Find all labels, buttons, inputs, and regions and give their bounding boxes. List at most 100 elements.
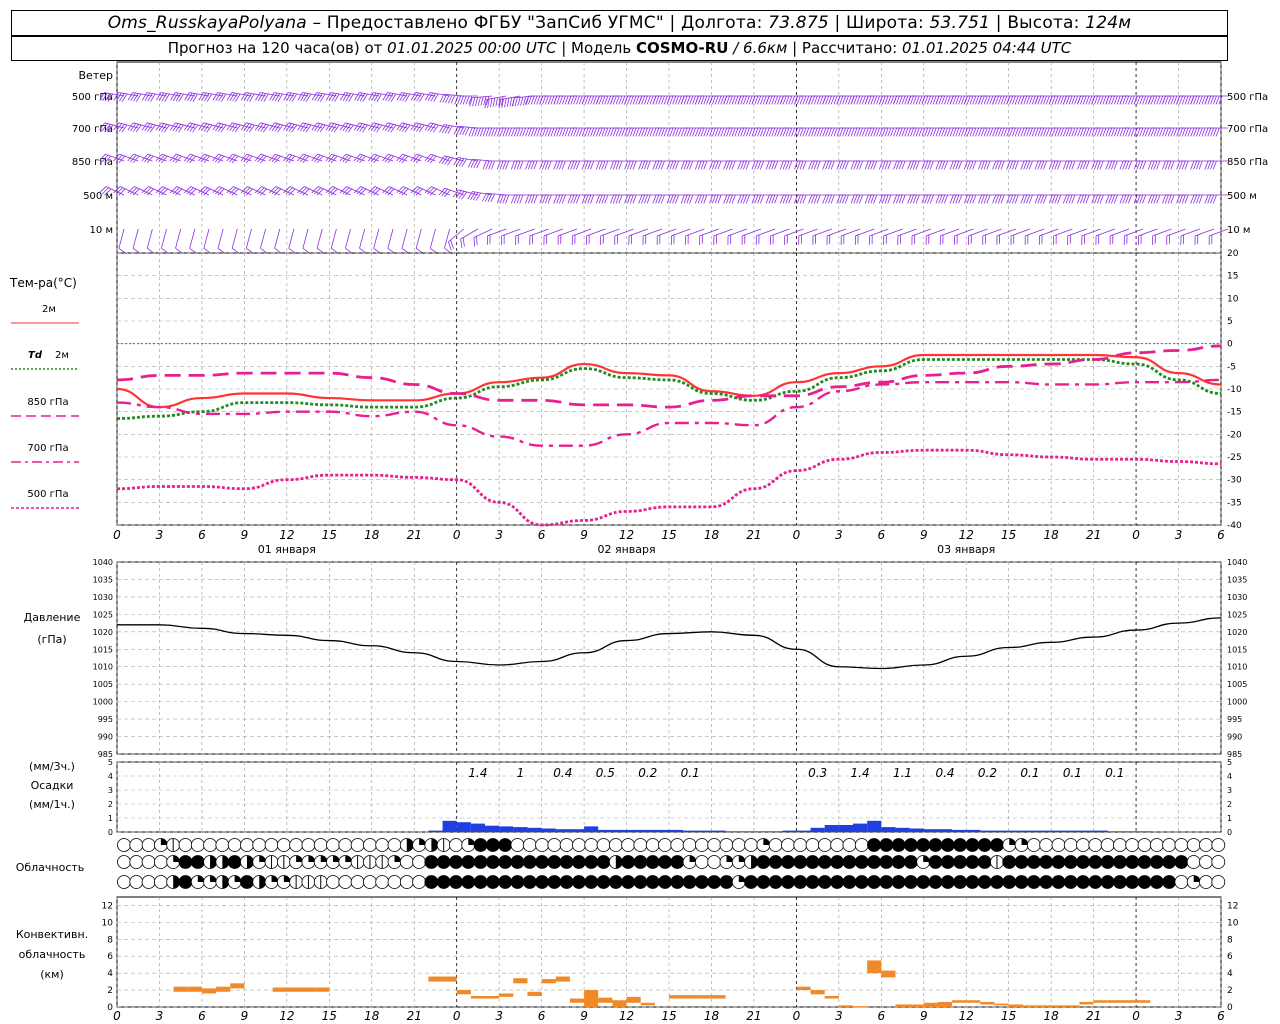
wind-barb-feather <box>918 127 923 137</box>
cloud-circle <box>928 875 943 889</box>
cloud-symbol <box>817 875 832 889</box>
wind-barb-feather <box>104 155 111 164</box>
precip-bar <box>555 829 570 832</box>
temp-title: Тем-ра(°C) <box>9 276 77 290</box>
wind-barb-feather <box>260 155 267 164</box>
wind-barb-feather <box>850 160 855 170</box>
wind-barb-feather <box>652 127 657 137</box>
wind-barb-feather <box>986 194 991 204</box>
wind-barb-feather <box>1210 95 1215 105</box>
cloud-circle <box>1125 855 1140 869</box>
cloud-symbol <box>559 875 574 889</box>
wind-barb-feather <box>1212 127 1217 137</box>
wind-barb-feather <box>587 160 592 170</box>
wind-barb-feather <box>878 127 883 137</box>
wind-barb-feather <box>598 194 603 204</box>
wind-barb-feather <box>1181 127 1186 137</box>
cloud-circle <box>596 875 611 889</box>
wind-barb-feather <box>319 124 326 133</box>
wind-barb-feather <box>1099 160 1104 170</box>
wind-barb-feather <box>226 122 233 131</box>
wind-barb-feather <box>567 194 572 204</box>
wind-barb-staff <box>189 92 210 97</box>
wind-barb-feather <box>441 156 448 165</box>
wind-barb-feather <box>1195 160 1200 170</box>
wind-barb-feather <box>410 92 417 101</box>
wind-barb-feather <box>938 127 943 137</box>
wind-barb-feather <box>655 127 660 137</box>
cloud-symbol <box>522 875 537 889</box>
wind-barb-feather <box>396 186 404 194</box>
wind-barb-feather <box>158 187 166 195</box>
cloud-symbol <box>129 875 144 889</box>
wind-barb-feather <box>573 127 578 137</box>
wind-barb-feather <box>910 194 915 204</box>
wind-barb-feather <box>542 127 547 137</box>
wind-barb-feather <box>1102 95 1107 105</box>
wind-barb-feather <box>955 95 960 105</box>
wind-barb-staff <box>359 122 379 129</box>
precip-bar <box>711 830 726 832</box>
cloud-circle <box>953 838 967 852</box>
wind-barb-feather <box>384 187 392 195</box>
wind-barb-feather <box>544 160 549 170</box>
wind-barb <box>113 122 139 133</box>
temp-xtick: 3 <box>835 528 843 542</box>
wind-barb-feather <box>184 92 190 101</box>
cloud-symbol <box>1137 855 1152 869</box>
wind-barb-feather <box>259 188 267 196</box>
wind-barb <box>1147 160 1172 170</box>
wind-barb-staff <box>260 92 280 97</box>
wind-barb-staff <box>798 228 818 237</box>
cloud-symbol <box>412 855 426 869</box>
precip-3h-label: 0.5 <box>596 766 615 780</box>
wind-barb-feather <box>943 160 948 170</box>
precip-bar <box>499 826 514 832</box>
precip-ytick-left: 2 <box>108 800 113 809</box>
wind-barb-feather <box>438 155 445 164</box>
conv-ytick-left: 4 <box>107 969 113 979</box>
cloud-symbol <box>313 855 328 869</box>
wind-barb-feather <box>989 127 994 137</box>
cloud-symbol <box>916 838 931 852</box>
wind-barb-staff <box>388 186 408 196</box>
wind-barb-feather <box>816 194 821 204</box>
wind-barb-feather <box>255 92 261 101</box>
wind-barb-feather <box>438 187 446 196</box>
cloud-symbol <box>805 838 820 852</box>
wind-barb-feather <box>1062 95 1067 105</box>
cloud-symbol <box>1149 855 1164 869</box>
wind-barb-feather <box>779 127 784 137</box>
wind-barb-feather <box>547 127 552 137</box>
cloud-circle <box>215 838 230 852</box>
wind-barb-feather <box>754 95 759 105</box>
wind-barb-feather <box>720 95 725 105</box>
wind-barb-feather <box>170 92 176 101</box>
wind-barb-feather <box>1037 160 1042 170</box>
wind-barb-feather <box>1212 194 1217 204</box>
wind-barb-feather <box>757 194 762 204</box>
wind-barb <box>685 228 705 245</box>
wind-barb-feather <box>963 127 968 137</box>
wind-barb-feather <box>519 127 524 137</box>
cloud-half <box>173 875 180 889</box>
cloud-circle <box>916 838 931 852</box>
wind-barb-feather <box>751 127 756 137</box>
wind-barb <box>297 153 323 164</box>
wind-barb-feather <box>1113 160 1118 170</box>
wind-barb-feather <box>915 194 920 204</box>
wind-level-label-right: 10 м <box>1227 225 1250 236</box>
cloud-circle <box>1149 855 1164 869</box>
wind-barb-feather <box>288 188 296 196</box>
wind-barb-feather <box>1037 95 1042 105</box>
wind-barb-feather <box>689 194 694 204</box>
conv-xtick: 12 <box>619 1009 634 1023</box>
wind-barb-feather <box>144 92 150 101</box>
wind-barb-staff <box>132 228 139 249</box>
wind-barb-feather <box>1150 160 1155 170</box>
wind-barb <box>245 228 254 254</box>
wind-barb-feather <box>311 122 318 131</box>
wind-barb <box>567 160 592 170</box>
wind-barb-feather <box>212 122 219 131</box>
cloud-circle <box>940 838 955 852</box>
